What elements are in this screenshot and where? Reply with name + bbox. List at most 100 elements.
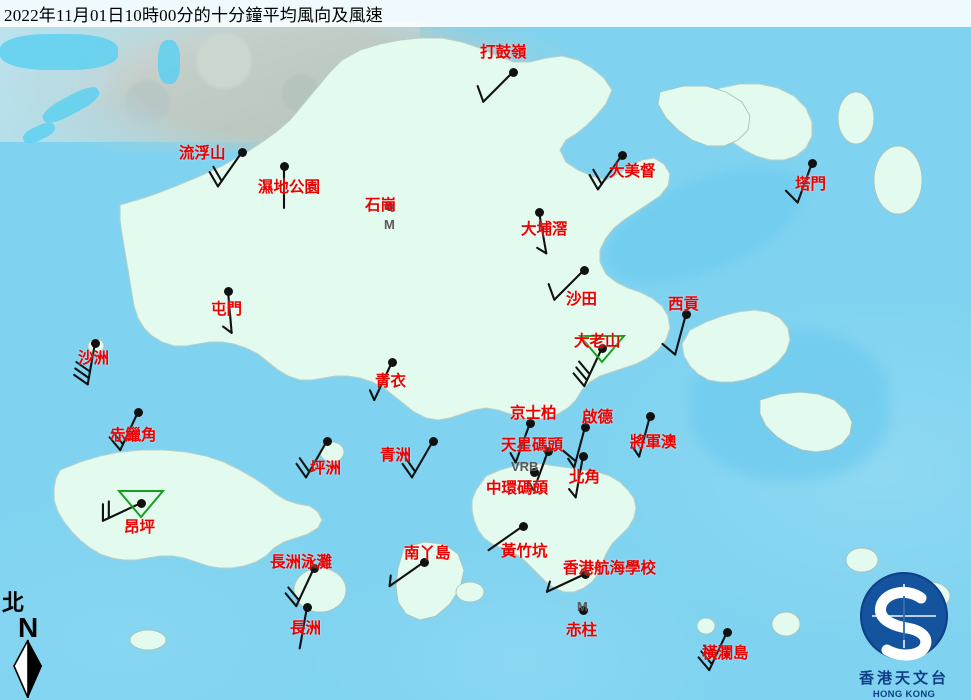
wind-barb-ngong-ping	[101, 500, 143, 522]
station-marker[interactable]	[580, 422, 590, 432]
station-label-stanley: 赤柱	[566, 622, 598, 639]
station-label-ta-kwu-ling: 打鼓嶺	[480, 44, 527, 61]
small-island-b	[845, 547, 879, 573]
compass-needle	[13, 639, 42, 698]
station-marker[interactable]	[508, 67, 518, 77]
station-marker[interactable]	[419, 557, 429, 567]
compass-north-en: N	[18, 612, 39, 643]
station-label-tseung-kwan-o: 將軍澳	[630, 434, 677, 451]
station-marker[interactable]	[322, 436, 332, 446]
station-marker[interactable]	[136, 498, 146, 508]
wind-barb-chek-lap-kok	[108, 410, 140, 452]
station-label-hk-sea-school: 香港航海學校	[563, 560, 657, 577]
station-marker[interactable]	[302, 602, 312, 612]
station-marker[interactable]	[578, 451, 588, 461]
station-label-peng-chau: 坪洲	[310, 460, 342, 477]
station-label-tates-cairn: 大老山	[574, 333, 621, 350]
station-label-wong-chuk-hang: 黃竹坑	[501, 543, 548, 560]
compass-rose: 北 N	[2, 592, 66, 698]
title-bar: 2022年11月01日10時00分的十分鐘平均風向及風速	[0, 0, 971, 27]
nt-mass	[119, 37, 671, 421]
wind-barb-hk-sea-school	[545, 572, 587, 593]
station-marker[interactable]	[681, 309, 691, 319]
station-label-sha-tin: 沙田	[566, 291, 598, 308]
station-label-wetland-park: 濕地公園	[258, 179, 321, 196]
satellite-water-4	[158, 40, 180, 84]
station-marker[interactable]	[580, 569, 590, 579]
station-marker[interactable]	[579, 265, 589, 275]
station-marker[interactable]	[428, 436, 438, 446]
station-marker[interactable]	[384, 201, 394, 211]
station-marker[interactable]	[309, 563, 319, 573]
station-marker[interactable]	[597, 343, 607, 353]
station-label-ngong-ping: 昂坪	[124, 519, 156, 536]
station-label-green-island: 青洲	[380, 447, 412, 464]
small-island-d	[873, 145, 923, 215]
hong-kong-island	[471, 463, 637, 593]
sai-kung-peninsula	[681, 309, 791, 383]
wind-barb-wong-chuk-hang	[487, 524, 525, 552]
hko-logo-mark	[860, 572, 948, 661]
station-status-central-pier: VRB	[511, 459, 539, 474]
station-label-sha-chau: 沙洲	[78, 350, 110, 367]
station-marker[interactable]	[722, 627, 732, 637]
wind-barb-kings-park	[509, 421, 532, 464]
station-marker[interactable]	[645, 411, 655, 421]
wind-barb-cheung-chau-beach	[284, 566, 316, 608]
station-label-cheung-chau-beach: 長洲泳灘	[270, 554, 333, 571]
station-label-north-point: 北角	[569, 469, 601, 486]
wind-barb-lamma-island	[388, 560, 426, 588]
small-island-e	[837, 91, 875, 145]
station-marker[interactable]	[518, 521, 528, 531]
soko-islands	[129, 629, 167, 651]
wind-barb-peng-chau	[295, 439, 329, 479]
wind-barb-tates-cairn	[572, 346, 604, 388]
wind-barb-wetland-park	[282, 164, 286, 210]
station-marker[interactable]	[133, 407, 143, 417]
waglan-island-shape	[696, 617, 716, 635]
lamma-island-shape	[395, 541, 465, 621]
station-marker[interactable]	[578, 605, 588, 615]
hko-logo-name-cn: 香港天文台	[858, 671, 949, 687]
station-marker[interactable]	[617, 150, 627, 160]
cheung-chau-island	[293, 567, 347, 613]
wind-barb-tsing-yi	[368, 360, 394, 402]
po-toi-island	[771, 611, 801, 637]
gale-marker-tates-cairn	[577, 335, 627, 364]
station-label-central-pier: 中環碼頭	[486, 480, 549, 497]
lantau-island	[53, 449, 323, 569]
station-marker[interactable]	[525, 418, 535, 428]
station-label-kai-tak: 啟德	[582, 409, 614, 426]
station-label-lau-fau-shan: 流浮山	[179, 145, 226, 162]
station-marker[interactable]	[543, 446, 553, 456]
gale-marker-ngong-ping	[116, 490, 166, 519]
station-marker[interactable]	[237, 147, 247, 157]
station-status-shek-kong: M	[384, 217, 395, 232]
wind-barb-waglan-island	[697, 630, 729, 672]
wind-barb-north-point	[567, 454, 585, 499]
high-island	[759, 391, 853, 453]
wind-barb-sha-tin	[547, 268, 586, 301]
station-marker[interactable]	[529, 467, 539, 477]
compass-north-cn: 北	[2, 590, 25, 615]
station-label-chek-lap-kok: 赤鱲角	[110, 427, 157, 444]
station-status-stanley: M	[577, 599, 588, 614]
station-label-waglan-island: 橫瀾島	[702, 645, 749, 662]
station-label-tai-po-kau: 大埔滘	[521, 221, 568, 238]
station-label-kings-park: 京士柏	[510, 405, 557, 422]
station-marker[interactable]	[223, 286, 233, 296]
hko-logo-name-en: HONG KONG OBSERVATORY	[867, 689, 941, 700]
station-label-tap-mun: 塔門	[795, 176, 827, 193]
wind-barb-kai-tak	[562, 425, 587, 469]
station-marker[interactable]	[807, 158, 817, 168]
station-marker[interactable]	[534, 207, 544, 217]
station-marker[interactable]	[279, 161, 289, 171]
wind-barb-star-ferry	[527, 449, 550, 492]
wind-barb-tai-mei-tuk	[588, 153, 624, 191]
station-label-tuen-mun: 屯門	[211, 301, 243, 318]
station-marker[interactable]	[387, 357, 397, 367]
station-label-shek-kong: 石崗	[365, 197, 397, 214]
station-marker[interactable]	[90, 338, 100, 348]
